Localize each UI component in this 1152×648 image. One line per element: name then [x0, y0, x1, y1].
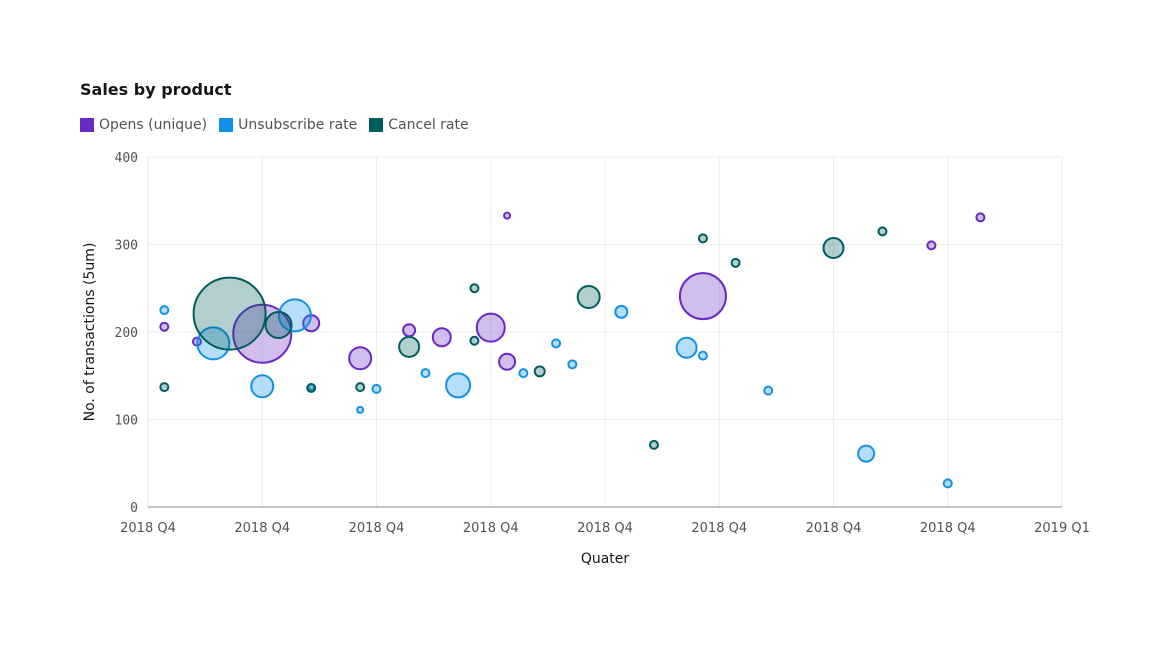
- bubble[interactable]: [648, 439, 659, 450]
- axes: 0 100 200 300 400 2018 Q4 2018 Q4 2018 Q4 2018 Q…: [115, 151, 1090, 536]
- bubble[interactable]: [567, 359, 578, 370]
- legend-label: Opens (unique): [99, 117, 208, 133]
- x-tick-label: 2018 Q4: [920, 521, 976, 536]
- bubbles: [159, 211, 986, 489]
- bubble[interactable]: [277, 298, 312, 333]
- legend-item-cancel[interactable]: Cancel rate: [369, 117, 469, 133]
- bubble[interactable]: [159, 305, 170, 316]
- grid: [147, 156, 1063, 507]
- bubble[interactable]: [975, 212, 986, 223]
- x-tick-label: 2018 Q4: [806, 521, 862, 536]
- bubble[interactable]: [431, 327, 452, 348]
- bubble[interactable]: [469, 335, 480, 346]
- bubble[interactable]: [398, 335, 421, 358]
- bubble[interactable]: [196, 326, 231, 361]
- legend-item-unsubscribe[interactable]: Unsubscribe rate: [219, 117, 357, 133]
- legend-item-opens[interactable]: Opens (unique): [80, 117, 207, 133]
- bubble[interactable]: [355, 382, 366, 393]
- bubble[interactable]: [942, 478, 953, 489]
- legend-swatch: [219, 118, 234, 132]
- bubble[interactable]: [250, 374, 275, 399]
- bubble[interactable]: [264, 311, 293, 339]
- legend-swatch: [80, 118, 94, 132]
- bubble[interactable]: [533, 365, 546, 378]
- x-tick-label: 2018 Q4: [234, 521, 290, 536]
- bubble[interactable]: [469, 283, 480, 294]
- legend-swatch: [369, 118, 384, 132]
- x-tick-label: 2018 Q4: [691, 521, 747, 536]
- y-tick-label: 0: [130, 501, 138, 516]
- chart-title: Sales by product: [80, 80, 232, 99]
- y-tick-label: 200: [115, 326, 138, 341]
- legend-label: Unsubscribe rate: [238, 117, 358, 133]
- bubble[interactable]: [348, 346, 373, 371]
- bubble[interactable]: [475, 312, 506, 343]
- bubble[interactable]: [614, 304, 629, 319]
- bubble[interactable]: [356, 405, 365, 414]
- bubble[interactable]: [551, 338, 562, 349]
- x-tick-label: 2018 Q4: [120, 521, 176, 536]
- bubble[interactable]: [926, 240, 937, 251]
- bubble[interactable]: [498, 352, 517, 371]
- bubble[interactable]: [576, 285, 601, 309]
- bubble[interactable]: [232, 303, 293, 364]
- x-tick-label: 2018 Q4: [577, 521, 633, 536]
- bubble[interactable]: [159, 382, 170, 393]
- legend-label: Cancel rate: [388, 117, 469, 133]
- bubble[interactable]: [697, 233, 708, 244]
- y-tick-label: 300: [115, 239, 138, 254]
- bubble[interactable]: [371, 383, 382, 394]
- bubble[interactable]: [697, 350, 708, 361]
- x-axis-title: Quater: [581, 551, 630, 567]
- legend: Opens (unique) Unsubscribe rate Cancel r…: [80, 117, 469, 133]
- bubble[interactable]: [192, 276, 267, 351]
- y-tick-label: 400: [115, 151, 138, 166]
- x-tick-label: 2018 Q4: [463, 521, 519, 536]
- bubble[interactable]: [159, 321, 170, 332]
- bubble[interactable]: [822, 237, 845, 259]
- bubble[interactable]: [420, 368, 431, 379]
- x-tick-label: 2018 Q4: [349, 521, 405, 536]
- bubble[interactable]: [402, 323, 417, 338]
- bubble[interactable]: [503, 211, 512, 220]
- y-axis-title: No. of transactions (5um): [82, 243, 98, 422]
- x-tick-label: 2019 Q1: [1034, 521, 1090, 536]
- bubble[interactable]: [857, 444, 876, 463]
- bubble[interactable]: [445, 372, 472, 399]
- bubble[interactable]: [518, 368, 529, 379]
- bubble[interactable]: [877, 226, 888, 237]
- y-tick-label: 100: [115, 414, 138, 429]
- bubble[interactable]: [763, 385, 774, 396]
- bubble[interactable]: [678, 272, 727, 321]
- bubble[interactable]: [306, 383, 317, 393]
- bubble[interactable]: [730, 257, 741, 268]
- bubble[interactable]: [675, 336, 698, 359]
